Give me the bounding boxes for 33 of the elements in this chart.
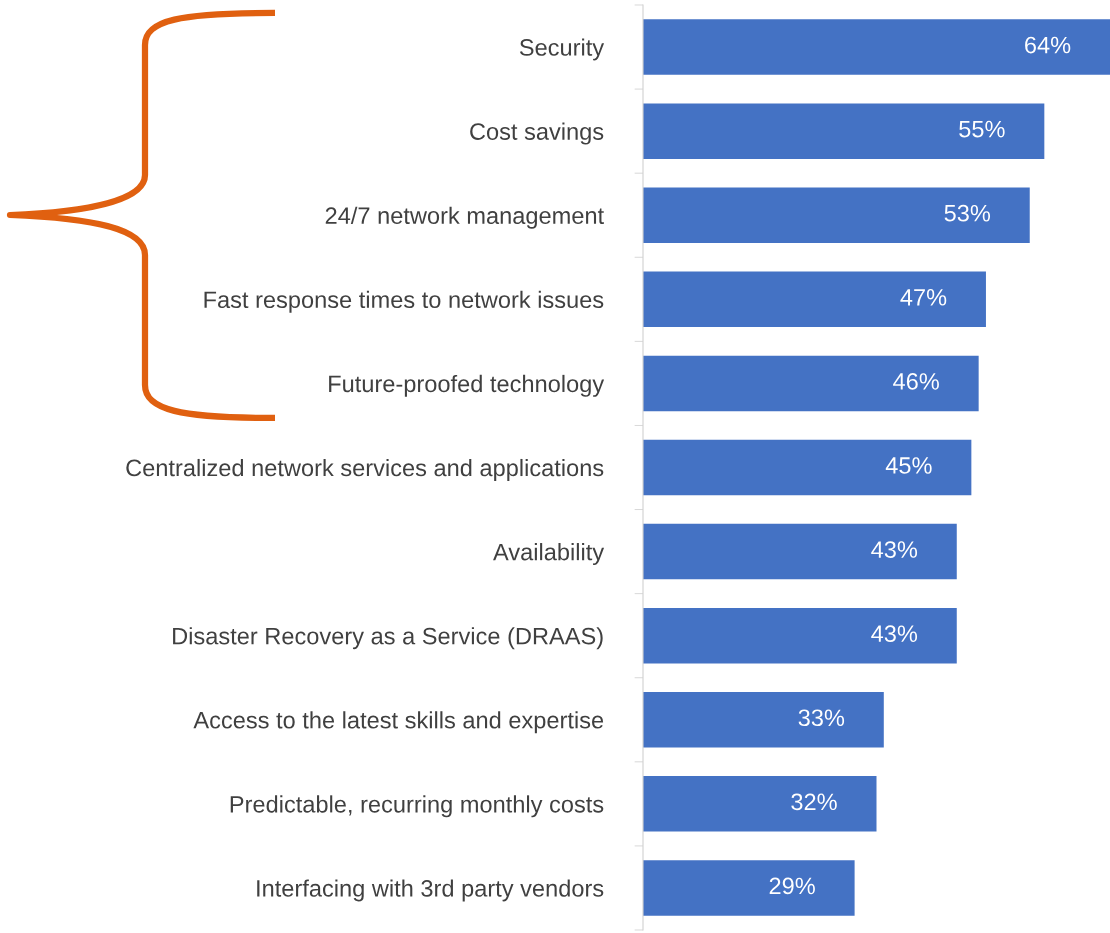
data-label: 45% bbox=[885, 457, 932, 474]
data-label: 33% bbox=[798, 709, 845, 727]
bar bbox=[643, 860, 855, 916]
data-label: 29% bbox=[769, 877, 815, 895]
data-label: 43% bbox=[871, 541, 918, 558]
bar bbox=[643, 271, 986, 328]
bar bbox=[643, 523, 957, 580]
y-tick-label: Access to the latest skills and expertise bbox=[193, 711, 604, 734]
data-label: 53% bbox=[944, 204, 991, 222]
bar bbox=[643, 607, 957, 664]
data-label: 46% bbox=[893, 373, 939, 390]
bar bbox=[643, 439, 972, 496]
bar bbox=[643, 776, 877, 832]
y-tick-label: 24/7 network management bbox=[325, 206, 604, 229]
data-label: 47% bbox=[900, 289, 947, 306]
y-tick-label: Predictable, recurring monthly costs bbox=[230, 795, 604, 818]
bar bbox=[643, 103, 1045, 159]
y-tick-label: Cost savings bbox=[470, 122, 604, 145]
y-tick-label: Security bbox=[519, 38, 605, 61]
y-tick-label: Availability bbox=[493, 543, 605, 566]
bar bbox=[643, 355, 979, 412]
data-label: 55% bbox=[959, 120, 1005, 138]
bar bbox=[643, 19, 1110, 75]
bar bbox=[643, 692, 884, 748]
data-label: 43% bbox=[871, 625, 918, 643]
data-label: 64% bbox=[1025, 36, 1071, 54]
y-tick-label: Disaster Recovery as a Service (DRAAS) bbox=[173, 627, 603, 650]
data-label: 32% bbox=[791, 793, 837, 811]
y-tick-label: Interfacing with 3rd party vendors bbox=[257, 879, 604, 902]
y-tick-label: Future-proofed technology bbox=[329, 374, 605, 397]
y-tick-label: Fast response times to network issues bbox=[204, 290, 604, 313]
bar bbox=[643, 187, 1030, 243]
y-tick-label: Centralized network services and applications bbox=[126, 458, 604, 481]
